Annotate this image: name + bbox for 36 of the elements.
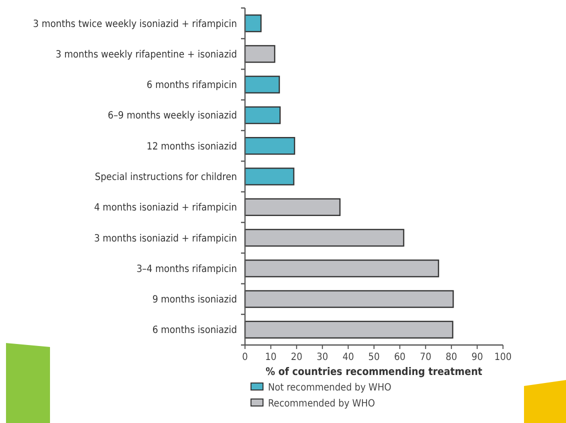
x-tick-label: 60 [394,352,406,363]
x-axis-title: % of countries recommending treatment [266,366,483,378]
x-tick-label: 70 [420,352,432,363]
y-tick-label: 6–9 months weekly isoniazid [108,110,237,122]
x-tick-label: 80 [446,352,458,363]
y-tick-label: 3 months isoniazid + rifampicin [94,233,237,244]
x-tick-label: 30 [316,352,328,363]
x-tick-label: 40 [342,352,354,363]
y-tick-label: 3 months twice weekly isoniazid + rifampicin [33,18,237,30]
y-tick-label: 4 months isoniazid + rifampicin [94,202,237,214]
bar [244,228,404,247]
y-tick-label: 3–4 months rifampicin [136,264,237,275]
y-tick-label: 6 months isoniazid [152,325,237,336]
bar [244,168,294,186]
x-tick-label: 20 [290,352,303,363]
bar [244,290,454,308]
y-tick-label: 3 months weekly rifapentine + isoniazid [56,49,237,60]
bar [244,106,281,124]
bar [244,14,262,32]
bar [244,260,440,278]
y-tick-label: Special instructions for children [94,172,237,183]
x-tick-label: 90 [471,352,484,363]
bar [244,198,341,216]
y-tick-label: 9 months isoniazid [152,294,237,306]
x-tick-label: 10 [265,352,277,363]
bar [244,136,296,155]
y-tick-label: 6 months rifampicin [146,80,237,92]
y-tick-label: 12 months isoniazid [146,141,237,152]
bar [244,45,276,63]
legend-label: Not recommended by WHO [268,382,392,394]
bar [244,320,454,339]
x-tick-label: 0 [242,352,248,363]
legend-label: Recommended by WHO [268,398,376,410]
bar [244,76,280,94]
x-tick-label: 100 [494,352,512,363]
x-tick-label: 50 [368,352,380,363]
